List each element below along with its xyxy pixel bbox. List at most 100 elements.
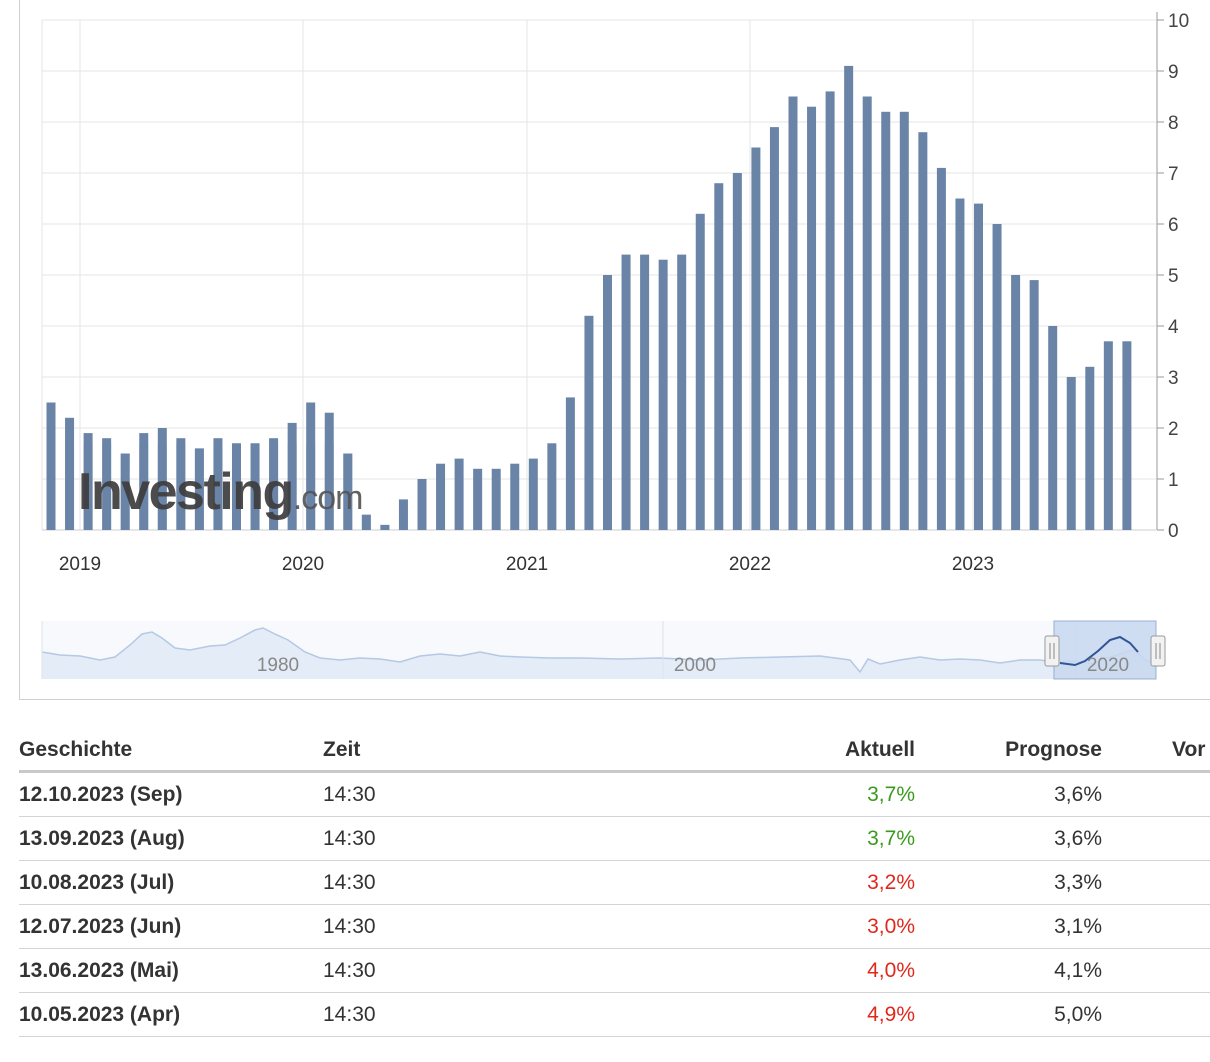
x-year-label: 2021 <box>506 554 548 575</box>
col-header-forecast[interactable]: Prognose <box>915 730 1102 773</box>
y-tick-label: 9 <box>1168 62 1179 83</box>
actual-bar <box>287 422 297 530</box>
row-date: 10.08.2023 (Jul) <box>19 860 323 905</box>
y-tick-label: 5 <box>1168 266 1179 287</box>
actual-bar <box>862 96 872 530</box>
navigator-selection-line <box>1059 635 1139 667</box>
y-tick-label: 6 <box>1168 215 1179 236</box>
actual-bar <box>232 443 241 530</box>
actual-bar <box>992 224 1002 530</box>
row-date: 12.07.2023 (Jun) <box>19 904 323 949</box>
row-previous <box>1102 816 1210 861</box>
y-axis-labels: 0 1 2 3 4 5 6 7 8 9 10 <box>1168 11 1189 542</box>
navigator-year-label: 2020 <box>1087 655 1129 676</box>
row-actual: 3,2% <box>743 860 915 905</box>
actual-bar <box>120 453 130 530</box>
actual-bar <box>176 438 186 530</box>
row-forecast: 3,3% <box>915 860 1102 905</box>
row-date: 13.06.2023 (Mai) <box>19 948 323 993</box>
row-date: 13.09.2023 (Aug) <box>19 816 323 861</box>
row-date: 10.05.2023 (Apr) <box>19 992 323 1037</box>
actual-bar <box>658 259 668 530</box>
actual-bar <box>881 111 891 531</box>
actual-bar <box>83 433 93 530</box>
row-actual: 3,0% <box>743 904 915 949</box>
y-tick-label: 0 <box>1168 521 1179 542</box>
handle-grip <box>1044 635 1060 667</box>
investing-logo: Investing.com <box>78 462 363 522</box>
row-previous <box>1102 860 1210 905</box>
y-tick-label: 3 <box>1168 368 1179 389</box>
col-header-date[interactable]: Geschichte <box>19 730 323 773</box>
row-time: 14:30 <box>323 904 743 949</box>
col-header-previous[interactable]: Vor <box>1102 730 1210 773</box>
row-actual: 3,7% <box>743 771 915 817</box>
navigator-right-handle[interactable] <box>1150 635 1166 667</box>
row-time: 14:30 <box>323 771 743 817</box>
actual-bar <box>844 65 854 531</box>
actual-bar <box>269 438 279 530</box>
actual-bar <box>250 443 260 530</box>
row-time: 14:30 <box>323 992 743 1037</box>
actual-bar <box>1048 326 1058 530</box>
actual-bar <box>510 463 520 530</box>
row-previous <box>1102 771 1210 817</box>
actual-bar <box>974 203 983 530</box>
table-header-row: Geschichte Zeit Aktuell Prognose Vor <box>19 730 1210 773</box>
table-row: 12.07.2023 (Jun) 14:30 3,0% 3,1% <box>19 904 1210 949</box>
actual-bar <box>454 458 464 530</box>
actual-bar <box>380 524 390 530</box>
row-actual: 4,0% <box>743 948 915 993</box>
row-time: 14:30 <box>323 816 743 861</box>
col-header-actual[interactable]: Aktuell <box>743 730 915 773</box>
actual-bar <box>1011 275 1021 530</box>
x-axis-year-labels: 2019 2020 2021 2022 2023 <box>59 554 994 575</box>
actual-bar <box>825 91 835 531</box>
x-year-label: 2019 <box>59 554 101 575</box>
y-tick-label: 1 <box>1168 470 1179 491</box>
actual-bar <box>788 96 798 530</box>
actual-bar <box>936 167 946 530</box>
row-time: 14:30 <box>323 948 743 993</box>
actual-bar <box>139 433 149 530</box>
y-tick-label: 4 <box>1168 317 1179 338</box>
row-forecast: 3,6% <box>915 771 1102 817</box>
actual-bar <box>398 499 408 530</box>
actual-bar <box>1103 341 1113 530</box>
navigator-selection <box>1053 620 1157 680</box>
row-time: 14:30 <box>323 860 743 905</box>
actual-bar <box>621 254 631 530</box>
navigator-year-label: 1980 <box>257 655 299 676</box>
actual-bar <box>807 106 817 530</box>
actual-bar <box>473 468 483 530</box>
row-actual: 3,7% <box>743 816 915 861</box>
x-year-label: 2020 <box>282 554 324 575</box>
row-previous <box>1102 992 1210 1037</box>
row-forecast: 3,1% <box>915 904 1102 949</box>
actual-bar <box>65 417 75 530</box>
actual-bar <box>751 147 761 530</box>
actual-bar <box>1122 341 1132 530</box>
x-year-label: 2022 <box>729 554 771 575</box>
table-row: 13.06.2023 (Mai) 14:30 4,0% 4,1% <box>19 948 1210 993</box>
navigator-area <box>42 628 1156 679</box>
col-header-time[interactable]: Zeit <box>323 730 743 773</box>
table-row: 10.05.2023 (Apr) 14:30 4,9% 5,0% <box>19 992 1210 1037</box>
actual-bar <box>1066 377 1076 530</box>
row-forecast: 4,1% <box>915 948 1102 993</box>
x-year-label: 2023 <box>952 554 994 575</box>
table-row: 10.08.2023 (Jul) 14:30 3,2% 3,3% <box>19 860 1210 905</box>
chart-container: 0 1 2 3 4 5 6 7 8 9 10 2019 2020 2021 2022 2023 1980 20… <box>19 0 1210 700</box>
row-forecast: 5,0% <box>915 992 1102 1037</box>
row-date: 12.10.2023 (Sep) <box>19 771 323 817</box>
navigator-left-handle[interactable] <box>1044 635 1060 667</box>
table-row: 13.09.2023 (Aug) 14:30 3,7% 3,6% <box>19 816 1210 861</box>
bar-chart: 0 1 2 3 4 5 6 7 8 9 10 2019 2020 2021 2022 2023 1980 20… <box>41 11 1189 680</box>
actual-bar <box>194 448 204 530</box>
row-previous <box>1102 948 1210 993</box>
logo-brand: Investing <box>78 463 294 521</box>
actual-bar <box>157 428 167 530</box>
y-tick-label: 8 <box>1168 113 1179 134</box>
actual-bar <box>899 111 909 531</box>
actual-bar <box>732 173 742 530</box>
